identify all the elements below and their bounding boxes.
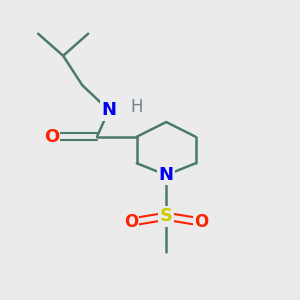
Text: O: O <box>44 128 59 146</box>
Text: H: H <box>130 98 143 116</box>
Text: O: O <box>124 213 138 231</box>
Text: O: O <box>194 213 209 231</box>
Text: S: S <box>160 207 173 225</box>
Text: N: N <box>101 101 116 119</box>
Text: N: N <box>159 166 174 184</box>
